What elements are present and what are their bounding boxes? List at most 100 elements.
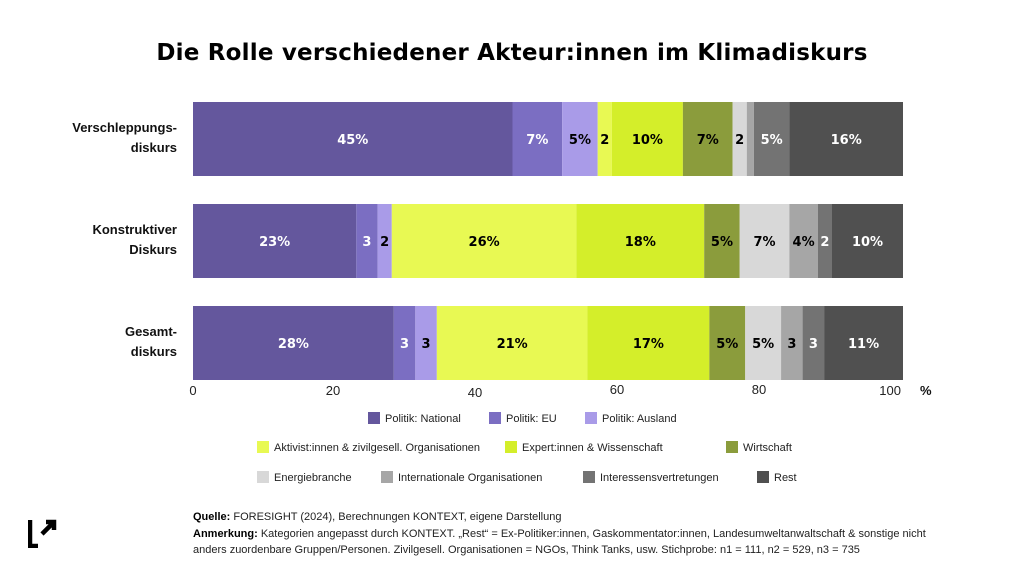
x-tick-label: 0 <box>189 383 196 398</box>
chart-title: Die Rolle verschiedener Akteur:innen im … <box>156 40 868 66</box>
legend-swatch <box>257 441 269 453</box>
bar-segment <box>587 306 710 380</box>
data-label: 5% <box>569 133 591 148</box>
x-tick-label: 60 <box>610 382 624 397</box>
data-label: 10% <box>852 235 883 250</box>
remark-text-2: anders zuordenbare Gruppen/Personen. Ziv… <box>193 544 860 556</box>
data-label: 2 <box>820 235 829 250</box>
data-label: 3 <box>809 337 818 352</box>
legend-label: Politik: National <box>385 413 461 425</box>
remark-note-line2: anders zuordenbare Gruppen/Personen. Ziv… <box>193 542 860 558</box>
bar-segment <box>393 306 416 380</box>
bar-segment <box>391 204 577 278</box>
data-label: 5% <box>752 337 774 352</box>
x-tick-label: 100 <box>879 383 901 398</box>
data-label: 3 <box>362 235 371 250</box>
legend-label: Interessensvertretungen <box>600 472 719 484</box>
data-label: 5% <box>711 235 733 250</box>
bar-segment <box>682 102 733 176</box>
bar-segment <box>193 102 513 176</box>
x-tick-label: 20 <box>326 383 340 398</box>
data-label: 10% <box>632 133 663 148</box>
remark-label: Anmerkung: <box>193 528 258 540</box>
data-label: 28% <box>278 337 309 352</box>
legend-label: Rest <box>774 472 797 484</box>
legend-swatch <box>505 441 517 453</box>
data-label: 11% <box>848 337 879 352</box>
legend-swatch <box>726 441 738 453</box>
bar-segment <box>704 204 740 278</box>
bar-segment <box>356 204 378 278</box>
legend-label: Politik: Ausland <box>602 413 677 425</box>
bar-segment <box>753 102 790 176</box>
bar-segment <box>611 102 683 176</box>
kontext-logo-icon <box>28 519 57 548</box>
bar-segment <box>781 306 803 380</box>
category-label: Gesamt- <box>125 324 177 339</box>
legend-label: Wirtschaft <box>743 442 792 454</box>
data-label: 45% <box>337 133 368 148</box>
data-label: 4% <box>793 235 815 250</box>
bar-segment <box>824 306 903 380</box>
bar-segment <box>597 102 612 176</box>
data-label: 2 <box>735 133 744 148</box>
legend-label: Expert:innen & Wissenschaft <box>522 442 663 454</box>
remark-text-1: Kategorien angepasst durch KONTEXT. „Res… <box>260 528 926 540</box>
bar-segment <box>415 306 437 380</box>
data-label: 7% <box>526 133 548 148</box>
bar-segment <box>745 306 782 380</box>
legend-swatch <box>585 412 597 424</box>
x-unit-label: % <box>920 383 932 398</box>
data-label: 2 <box>380 235 389 250</box>
bar-segment <box>436 306 588 380</box>
data-label: 26% <box>469 235 500 250</box>
data-label: 3 <box>422 337 431 352</box>
category-label: diskurs <box>131 140 177 155</box>
legend-swatch <box>489 412 501 424</box>
remark-note: Anmerkung: Kategorien angepasst durch KO… <box>193 526 926 542</box>
stacked-bar-chart: Verschleppungs-diskurs 45% 7% 5% 2 10% 7% 2 5% 16… <box>72 102 932 484</box>
bar-segment <box>802 306 825 380</box>
legend-swatch <box>257 471 269 483</box>
category-label: diskurs <box>131 344 177 359</box>
data-label: 3 <box>787 337 796 352</box>
legend-label: Aktivist:innen & zivilgesell. Organisati… <box>274 442 480 454</box>
bar-segment <box>576 204 705 278</box>
source-note: Quelle: FORESIGHT (2024), Berechnungen K… <box>193 509 561 525</box>
bar-segment <box>377 204 392 278</box>
x-tick-label: 80 <box>752 382 766 397</box>
data-label: 21% <box>497 337 528 352</box>
x-tick-label: 40 <box>468 385 482 400</box>
legend-swatch <box>583 471 595 483</box>
category-label: Diskurs <box>129 242 177 257</box>
bar-segment <box>789 204 818 278</box>
data-label: 7% <box>697 133 719 148</box>
bar-segment <box>746 102 754 176</box>
data-label: 5% <box>761 133 783 148</box>
category-label: Verschleppungs- <box>72 120 177 135</box>
data-label: 7% <box>754 235 776 250</box>
bar-segment <box>817 204 832 278</box>
data-label: 17% <box>633 337 664 352</box>
bar-segment <box>789 102 903 176</box>
legend-swatch <box>757 471 769 483</box>
legend-label: Internationale Organisationen <box>398 472 542 484</box>
bar-segment <box>739 204 790 278</box>
source-label: Quelle: <box>193 511 231 523</box>
bar-segment <box>193 306 394 380</box>
legend-label: Politik: EU <box>506 413 557 425</box>
data-label: 3 <box>400 337 409 352</box>
data-label: 18% <box>625 235 656 250</box>
bar-segment <box>193 204 357 278</box>
category-label: Konstruktiver <box>92 222 177 237</box>
source-text: FORESIGHT (2024), Berechnungen KONTEXT, … <box>233 511 562 523</box>
data-label: 5% <box>716 337 738 352</box>
legend-swatch <box>368 412 380 424</box>
legend-swatch <box>381 471 393 483</box>
data-label: 2 <box>600 133 609 148</box>
bar-segment <box>512 102 563 176</box>
bar-segment <box>732 102 747 176</box>
bar-segment <box>709 306 746 380</box>
legend-label: Energiebranche <box>274 472 352 484</box>
bar-segment <box>562 102 598 176</box>
